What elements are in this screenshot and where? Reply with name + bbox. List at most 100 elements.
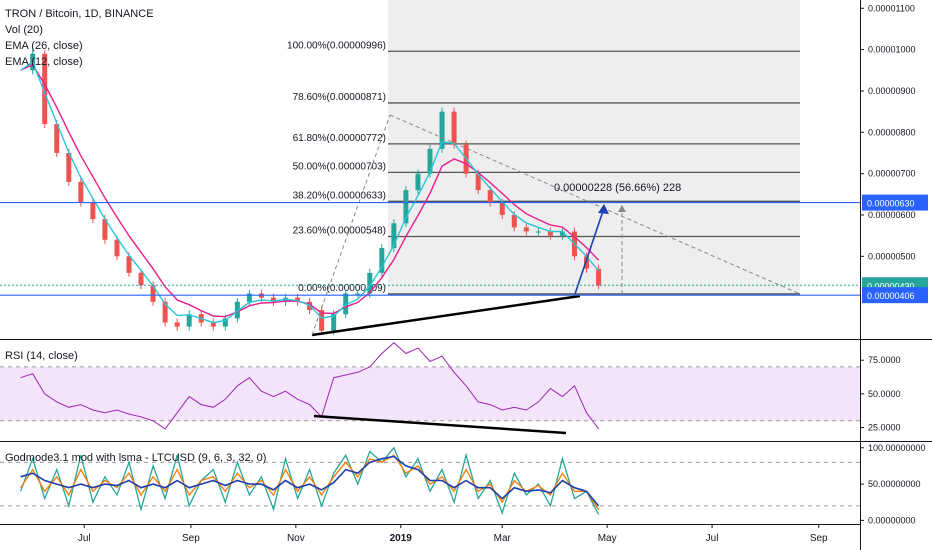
projection-measure-head [618,205,626,212]
price-tick-label: 0.00001000 [868,45,916,55]
price-bar [66,152,72,182]
fib-level-label: 78.60%(0.00000871) [293,92,386,103]
price-bar [246,293,252,302]
osc-tick-label: 50.00000000 [868,479,921,489]
projection-arrow [574,207,605,295]
price-bar [343,293,349,315]
trend-drawings: 0.00000228 (56.66%) 228 [311,114,801,337]
price-tick-label: 0.00000800 [868,127,916,137]
price-bar [150,285,156,302]
oscillator-panel[interactable]: Godmode3.1 mod with lsma - LTCUSD (9, 6,… [0,446,860,516]
price-bar [270,297,276,302]
legend-line: TRON / Bitcoin, 1D, BINANCE [5,8,154,20]
rsi-tick-label: 25.0000 [868,423,901,433]
time-tick-label: Sep [182,533,200,544]
oscillator-axis[interactable]: 100.00000000 50.00000000 0.00000000 [860,443,926,526]
rsi-axis[interactable]: 75.0000 50.0000 25.0000 [860,355,901,433]
ema-26-line [20,63,600,318]
rsi-tick-label: 50.0000 [868,389,901,399]
price-bar [499,202,505,215]
price-tag [862,287,928,304]
price-bar [234,301,240,319]
price-bar [547,231,553,236]
price-tick-label: 0.00001100 [868,3,915,13]
chart-legend: TRON / Bitcoin, 1D, BINANCE Vol (20) EMA (… [5,8,154,68]
price-tick-label: 0.00000500 [868,251,916,261]
time-tick-label: Nov [287,533,305,544]
price-bar [90,202,96,220]
fib-level-label: 61.80%(0.00000772) [293,133,386,144]
fib-level-label: 50.00%(0.00000703) [293,161,386,172]
rsi-tick-label: 75.0000 [868,355,901,365]
price-bar [379,248,385,273]
fib-diagonal [311,114,391,336]
price-bar [535,231,541,233]
rsi-panel[interactable]: RSI (14, close) [0,342,860,435]
price-bar [78,181,84,203]
price-bar [367,272,373,294]
price-bar [451,111,457,145]
legend-line: EMA (26, close) [5,40,83,52]
rsi-line [20,342,600,430]
price-bar [222,318,228,327]
price-bar [42,53,48,125]
rsi-divergence-line [313,414,567,435]
support-trendline [311,294,581,337]
oscillator-legend: Godmode3.1 mod with lsma - LTCUSD (9, 6,… [5,452,266,464]
price-bar [295,297,301,302]
price-bar [559,231,565,236]
price-bar [355,293,361,295]
time-tick-label: May [598,533,617,544]
projection-arrowhead [598,204,609,214]
time-axis[interactable]: Jul Sep Nov 2019 Mar May Jul Sep [78,524,828,544]
horizontal-levels [0,201,860,296]
price-tick-label: 0.00000900 [868,86,916,96]
fib-level-label: 23.60%(0.00000548) [293,225,386,236]
price-bar [138,272,144,286]
price-bar [114,239,120,257]
price-bar [475,173,481,191]
fib-level-label: 38.20%(0.00000633) [293,190,386,201]
legend-line: EMA (12, close) [5,56,83,68]
price-bar [596,268,602,286]
osc-blue-line [20,455,600,507]
price-tag [862,194,928,211]
price-bar [415,173,421,191]
resistance-trendline [389,114,801,295]
fib-level-label: 0.00%(0.00000409) [298,283,386,294]
price-bar [331,314,337,331]
price-bar [584,256,590,269]
rsi-legend: RSI (14, close) [5,350,78,362]
price-bar [523,227,529,232]
time-tick-label: Jul [78,533,91,544]
fib-level-label: 100.00%(0.00000996) [287,40,386,51]
price-bar [439,111,445,149]
price-panel[interactable]: 100.00%(0.00000996) 78.60%(0.00000871) 61.… [0,0,860,337]
price-tag-label: 0.00000430 [867,281,915,291]
price-bar [162,301,168,323]
price-bar [102,219,108,240]
ema-12-line [20,60,600,324]
price-bar [319,310,325,331]
osc-green-line [19,446,600,516]
price-tick-label: 0.00000700 [868,169,916,179]
price-bar [487,190,493,203]
price-bar [186,314,192,327]
price-bar [210,322,216,327]
time-tick-label: Mar [494,533,512,544]
projection-label: 0.00000228 (56.66%) 228 [554,182,681,194]
price-bar [403,190,409,224]
price-bar [427,148,433,174]
price-bar [174,322,180,327]
fib-levels: 100.00%(0.00000996) 78.60%(0.00000871) 61.… [287,40,800,295]
time-tick-label: Sep [810,533,828,544]
price-tag-label: 0.00000630 [867,199,915,209]
price-bar [126,256,132,273]
fib-zone [388,0,800,296]
osc-tick-label: 0.00000000 [868,515,916,525]
price-bar [511,214,517,228]
price-tag-label: 0.00000406 [867,291,915,301]
osc-tick-label: 100.00000000 [868,443,926,453]
